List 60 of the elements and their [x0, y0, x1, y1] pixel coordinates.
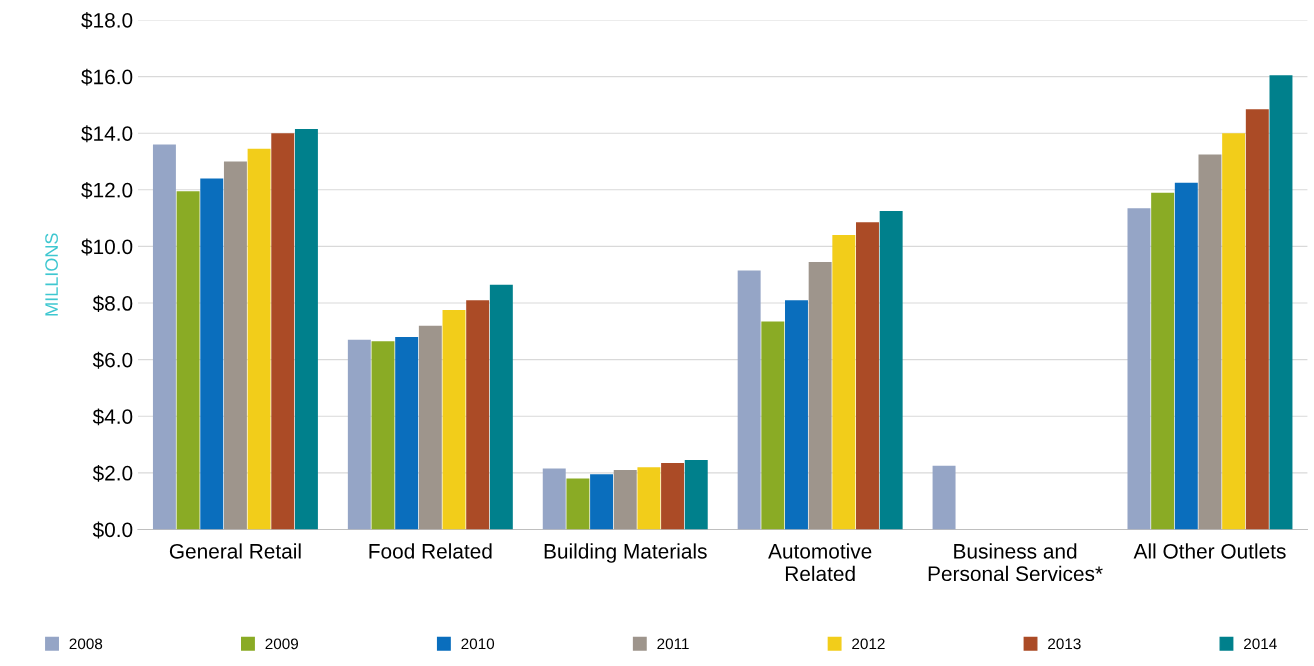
y-tick-label: $16.0: [81, 68, 133, 86]
bar: [1198, 154, 1222, 530]
bar: [1245, 109, 1269, 530]
bar: [737, 270, 761, 530]
x-tick-label: Automotive Related: [768, 543, 872, 582]
bar: [176, 191, 200, 530]
y-tick-label: $8.0: [92, 295, 133, 313]
legend-label: 2011: [657, 638, 689, 650]
bar: [879, 211, 903, 530]
y-tick-label: $0.0: [92, 521, 133, 539]
bar: [1174, 182, 1198, 530]
bar: [1222, 133, 1246, 530]
bar: [590, 474, 614, 530]
y-tick-label: $4.0: [92, 408, 133, 426]
bar: [661, 462, 685, 530]
bar: [785, 300, 808, 530]
legend-label: 2013: [1048, 638, 1081, 650]
x-tick-label: Building Materials: [544, 543, 707, 563]
bar: [566, 478, 590, 530]
bar: [294, 128, 318, 530]
x-tick-label: General Retail: [169, 543, 301, 559]
y-tick-label: $14.0: [81, 125, 133, 143]
legend-label: 2009: [265, 638, 299, 650]
x-tick-label: All Other Outlets: [1133, 543, 1286, 559]
bar: [1127, 208, 1151, 530]
bar: [932, 465, 956, 530]
bar: [761, 321, 785, 530]
x-tick-label: Business and Personal Services*: [928, 543, 1103, 582]
legend-label: 2008: [69, 638, 103, 650]
bar: [637, 467, 661, 530]
bar: [347, 339, 371, 530]
bar: [808, 261, 832, 530]
bar: [489, 284, 513, 530]
y-tick-label: $6.0: [92, 351, 133, 369]
bar: [152, 144, 176, 530]
y-tick-label: $12.0: [81, 181, 133, 199]
bar: [832, 235, 856, 530]
y-tick-label: $10.0: [81, 238, 133, 256]
bar: [200, 178, 224, 530]
bar: [395, 337, 419, 530]
legend-label: 2012: [852, 638, 885, 650]
bar: [271, 133, 295, 530]
bar: [466, 300, 490, 530]
bar: [418, 325, 442, 530]
bar: [371, 341, 395, 530]
bar: [1151, 192, 1175, 530]
legend-label: 2014: [1244, 638, 1277, 650]
bar: [856, 222, 879, 530]
x-tick-label: Food Related: [369, 543, 492, 559]
bar: [613, 470, 637, 530]
bar: [247, 148, 271, 530]
y-axis-title: MILLIONS: [45, 233, 58, 316]
y-tick-label: $2.0: [92, 464, 133, 482]
bar: [542, 468, 566, 530]
bar: [223, 161, 247, 530]
bar: [684, 460, 708, 530]
y-tick-label: $18.0: [81, 12, 133, 29]
bar: [442, 310, 466, 530]
legend-label: 2010: [461, 638, 495, 650]
bar: [1269, 75, 1293, 530]
